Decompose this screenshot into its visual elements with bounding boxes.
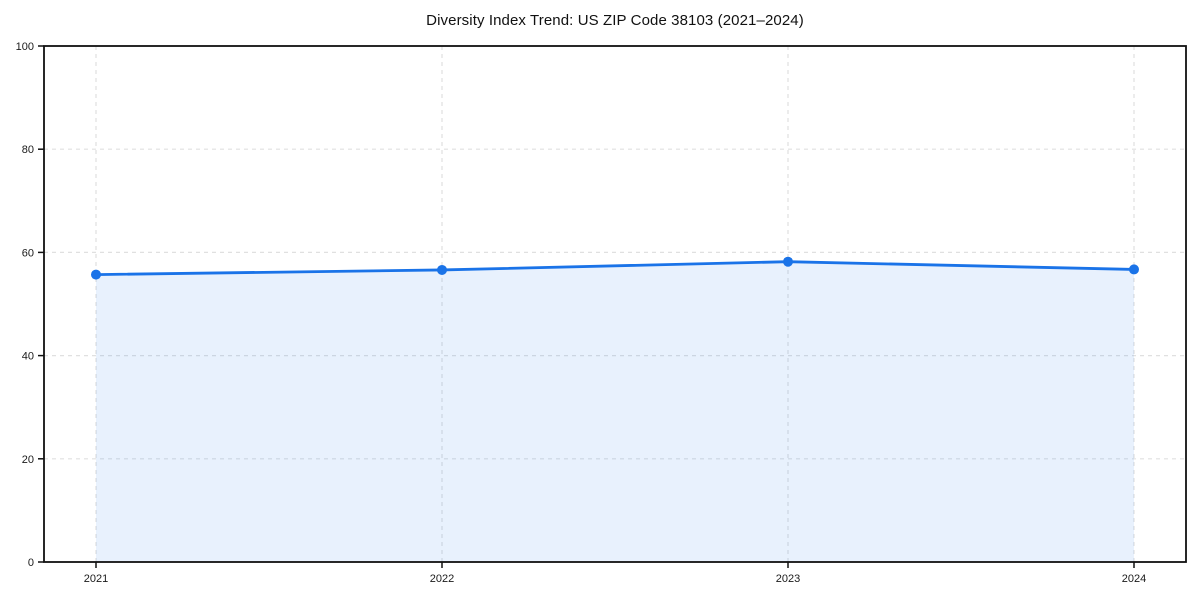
- x-tick-label: 2021: [84, 573, 108, 585]
- y-tick-label: 80: [22, 144, 34, 156]
- y-tick-label: 20: [22, 454, 34, 466]
- data-point: [783, 256, 793, 267]
- y-tick-label: 60: [22, 247, 34, 259]
- x-tick-label: 2023: [776, 573, 800, 585]
- y-tick-label: 40: [22, 351, 34, 363]
- area-fill: [96, 261, 1134, 562]
- x-tick-label: 2022: [430, 573, 454, 585]
- chart-title: Diversity Index Trend: US ZIP Code 38103…: [426, 12, 804, 29]
- data-point: [437, 264, 447, 275]
- data-point: [1129, 264, 1139, 275]
- x-tick-label: 2024: [1122, 573, 1146, 585]
- y-tick-label: 100: [16, 41, 34, 53]
- plot-border: [43, 45, 1187, 563]
- trend-line: [94, 260, 1136, 276]
- y-tick-label: 0: [28, 557, 34, 569]
- data-point: [91, 269, 101, 280]
